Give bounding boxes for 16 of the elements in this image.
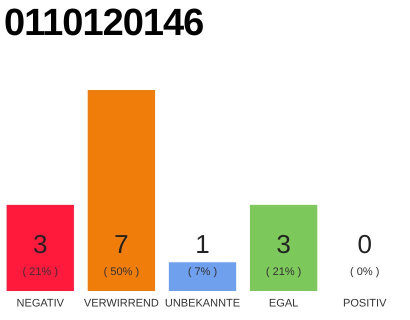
data-label: 1: [195, 229, 210, 259]
x-tick-label: EGAL: [268, 298, 298, 310]
annotation: ( 0% ): [350, 266, 380, 278]
x-tick-label: UNBEKANNTE: [164, 298, 240, 310]
annotation: ( 21% ): [266, 266, 302, 278]
annotation: ( 7% ): [188, 266, 218, 278]
annotation: ( 21% ): [22, 266, 58, 278]
chart-title: 0110120146: [4, 2, 204, 46]
data-label: 3: [33, 229, 48, 259]
x-tick-label: POSITIV: [343, 298, 388, 310]
x-tick-label: NEGATIV: [16, 298, 65, 310]
data-label: 7: [114, 229, 129, 259]
data-label: 3: [276, 229, 291, 259]
x-tick-label: VERWIRREND: [84, 298, 159, 310]
annotation: ( 50% ): [104, 266, 140, 278]
data-label: 0: [357, 229, 372, 259]
